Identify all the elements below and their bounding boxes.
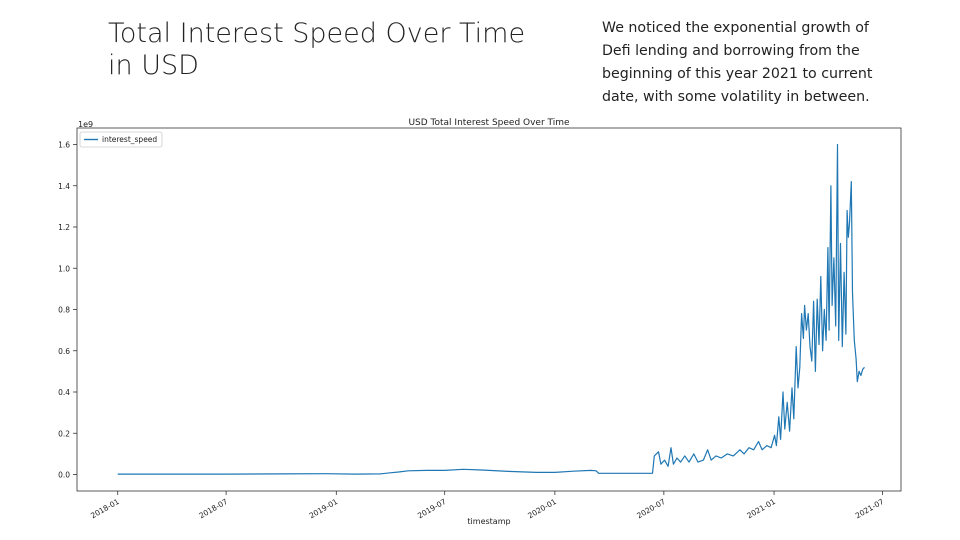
x-tick-label: 2018-01 [89,497,121,521]
x-tick-label: 2020-07 [635,497,667,521]
legend-label: interest_speed [102,135,157,144]
series-line-interest_speed [117,143,865,475]
y-tick-label: 0.6 [58,347,70,356]
chart-container: USD Total Interest Speed Over Time 1e9 0… [0,110,960,535]
legend-box [79,131,163,148]
x-tick-label: 2018-07 [197,497,229,521]
y-tick-label: 1.4 [58,182,70,191]
series-layer [117,143,865,475]
x-tick-label: 2021-01 [745,497,777,521]
slide-note: We noticed the exponential growth of Def… [602,20,873,105]
x-tick-label: 2019-07 [416,497,448,521]
slide-title: Total Interest Speed Over Time in USD [108,18,526,81]
y-tick-label: 1.0 [58,264,70,273]
x-axis-label: timestamp [467,517,510,526]
y-tick-label: 1.6 [58,141,70,150]
y-tick-label: 0.0 [58,471,70,480]
y-scale-label: 1e9 [78,120,93,129]
x-tick-label: 2021-07 [854,497,886,521]
y-tick-label: 0.4 [58,388,70,397]
legend: interest_speed [79,131,163,148]
x-axis: 2018-01 2018-07 2019-01 2019-07 2020-01 2020-… [89,491,886,520]
chart-title: USD Total Interest Speed Over Time [408,118,570,128]
x-tick-label: 2020-01 [526,497,558,521]
y-tick-label: 0.2 [58,429,70,438]
x-tick-label: 2019-01 [308,497,340,521]
y-axis: 0.0 0.2 0.4 0.6 0.8 1.0 1.2 1.4 1.6 [58,141,77,480]
y-tick-label: 1.2 [58,223,70,232]
y-tick-label: 0.8 [58,306,70,315]
line-chart: USD Total Interest Speed Over Time 1e9 0… [58,118,902,526]
